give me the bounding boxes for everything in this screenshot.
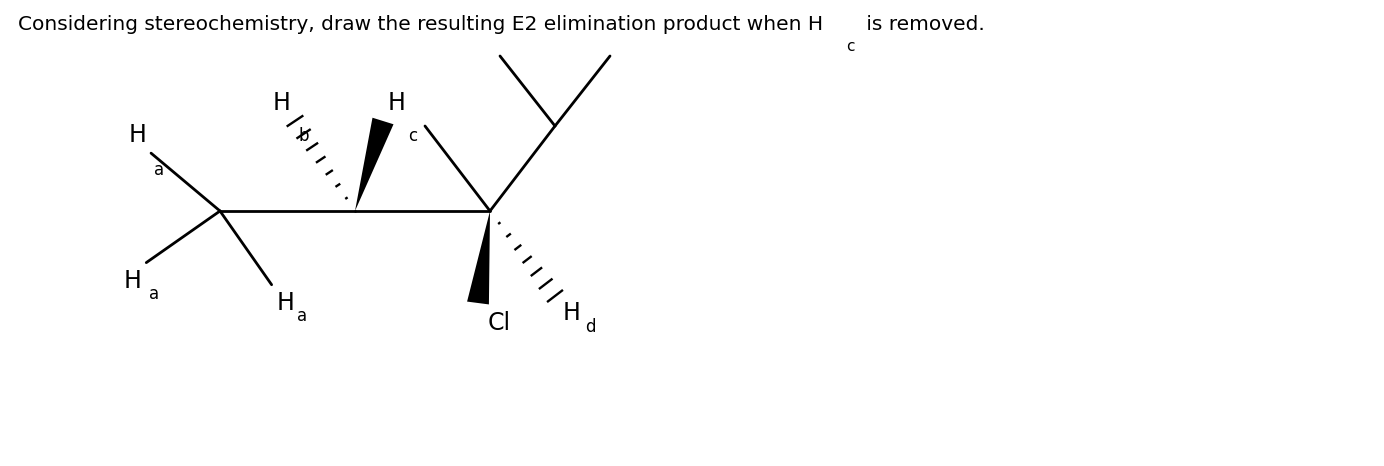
- Text: H: H: [129, 123, 147, 147]
- Text: H: H: [277, 291, 295, 315]
- Polygon shape: [466, 211, 490, 304]
- Text: H: H: [563, 301, 581, 325]
- Text: a: a: [149, 285, 159, 302]
- Text: H: H: [273, 91, 291, 115]
- Text: b: b: [298, 127, 309, 145]
- Text: H: H: [388, 91, 406, 115]
- Text: d: d: [585, 318, 595, 336]
- Text: a: a: [154, 161, 165, 179]
- Polygon shape: [356, 118, 393, 211]
- Text: c: c: [408, 127, 417, 145]
- Text: Cl: Cl: [489, 311, 511, 335]
- Text: a: a: [296, 307, 307, 325]
- Text: H: H: [123, 268, 141, 293]
- Text: c: c: [846, 39, 854, 54]
- Text: Considering stereochemistry, draw the resulting E2 elimination product when H: Considering stereochemistry, draw the re…: [18, 15, 823, 34]
- Text: is removed.: is removed.: [859, 15, 985, 34]
